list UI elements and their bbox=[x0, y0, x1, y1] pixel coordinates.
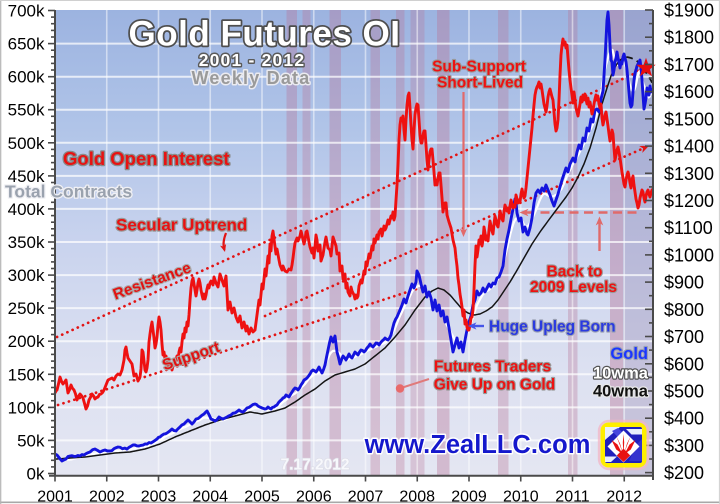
svg-text:650k: 650k bbox=[8, 35, 45, 54]
svg-text:2008: 2008 bbox=[399, 489, 435, 504]
svg-text:$1800: $1800 bbox=[664, 28, 714, 48]
svg-text:Sub-Support: Sub-Support bbox=[432, 59, 526, 76]
svg-text:500k: 500k bbox=[8, 134, 45, 153]
svg-text:300k: 300k bbox=[8, 266, 45, 285]
svg-text:Futures Traders: Futures Traders bbox=[434, 359, 551, 376]
svg-text:$1400: $1400 bbox=[664, 137, 714, 157]
svg-text:Gold Futures OI: Gold Futures OI bbox=[129, 15, 401, 54]
svg-text:2007: 2007 bbox=[348, 489, 384, 504]
svg-text:$1100: $1100 bbox=[664, 218, 713, 238]
svg-text:Short-Lived: Short-Lived bbox=[437, 75, 523, 92]
svg-text:2009 Levels: 2009 Levels bbox=[530, 279, 617, 296]
svg-text:40wma: 40wma bbox=[593, 383, 649, 401]
svg-text:$1600: $1600 bbox=[664, 82, 714, 102]
svg-text:2005: 2005 bbox=[244, 489, 280, 504]
svg-text:Give Up on Gold: Give Up on Gold bbox=[434, 377, 555, 394]
svg-text:$800: $800 bbox=[664, 300, 704, 320]
svg-text:$1700: $1700 bbox=[664, 55, 714, 75]
svg-text:$1900: $1900 bbox=[664, 1, 714, 21]
svg-text:$1200: $1200 bbox=[664, 191, 714, 211]
svg-text:Total Contracts: Total Contracts bbox=[5, 182, 132, 202]
svg-text:2002: 2002 bbox=[89, 489, 125, 504]
svg-text:600k: 600k bbox=[8, 68, 45, 87]
svg-text:$600: $600 bbox=[664, 354, 704, 374]
svg-text:$1000: $1000 bbox=[664, 245, 714, 265]
svg-text:100k: 100k bbox=[8, 398, 45, 417]
svg-text:2004: 2004 bbox=[192, 489, 228, 504]
svg-text:Weekly Data: Weekly Data bbox=[192, 68, 311, 88]
svg-text:$700: $700 bbox=[664, 327, 704, 347]
svg-text:450k: 450k bbox=[8, 167, 45, 186]
svg-text:Gold Open Interest: Gold Open Interest bbox=[63, 148, 230, 169]
svg-text:$900: $900 bbox=[664, 273, 704, 293]
svg-text:2001: 2001 bbox=[37, 489, 73, 504]
svg-text:Back to: Back to bbox=[547, 264, 603, 281]
svg-text:250k: 250k bbox=[8, 299, 45, 318]
svg-text:350k: 350k bbox=[8, 233, 45, 252]
svg-text:2001 - 2012: 2001 - 2012 bbox=[199, 50, 306, 70]
svg-text:2009: 2009 bbox=[451, 489, 487, 504]
svg-text:Secular Uptrend: Secular Uptrend bbox=[116, 216, 247, 235]
svg-text:2010: 2010 bbox=[503, 489, 539, 504]
svg-text:400k: 400k bbox=[8, 200, 45, 219]
svg-text:50k: 50k bbox=[17, 431, 45, 450]
svg-text:0k: 0k bbox=[27, 465, 45, 484]
svg-text:10wma: 10wma bbox=[593, 365, 649, 383]
svg-text:$1300: $1300 bbox=[664, 164, 714, 184]
svg-text:Gold: Gold bbox=[610, 345, 648, 363]
svg-text:2011: 2011 bbox=[555, 489, 590, 504]
svg-text:$200: $200 bbox=[664, 463, 704, 483]
svg-text:700k: 700k bbox=[8, 2, 45, 21]
svg-text:150k: 150k bbox=[8, 365, 45, 384]
svg-text:2012: 2012 bbox=[606, 489, 642, 504]
svg-text:$1500: $1500 bbox=[664, 109, 714, 129]
svg-text:$300: $300 bbox=[664, 436, 704, 456]
svg-text:2006: 2006 bbox=[296, 489, 332, 504]
svg-text:200k: 200k bbox=[8, 332, 45, 351]
svg-text:Huge Upleg Born: Huge Upleg Born bbox=[489, 319, 616, 336]
svg-text:$400: $400 bbox=[664, 409, 704, 429]
svg-text:www.ZealLLC.com: www.ZealLLC.com bbox=[364, 431, 591, 459]
svg-text:$500: $500 bbox=[664, 382, 704, 402]
svg-text:7.17.2012: 7.17.2012 bbox=[281, 457, 350, 474]
svg-text:2003: 2003 bbox=[141, 489, 177, 504]
svg-text:550k: 550k bbox=[8, 101, 45, 120]
